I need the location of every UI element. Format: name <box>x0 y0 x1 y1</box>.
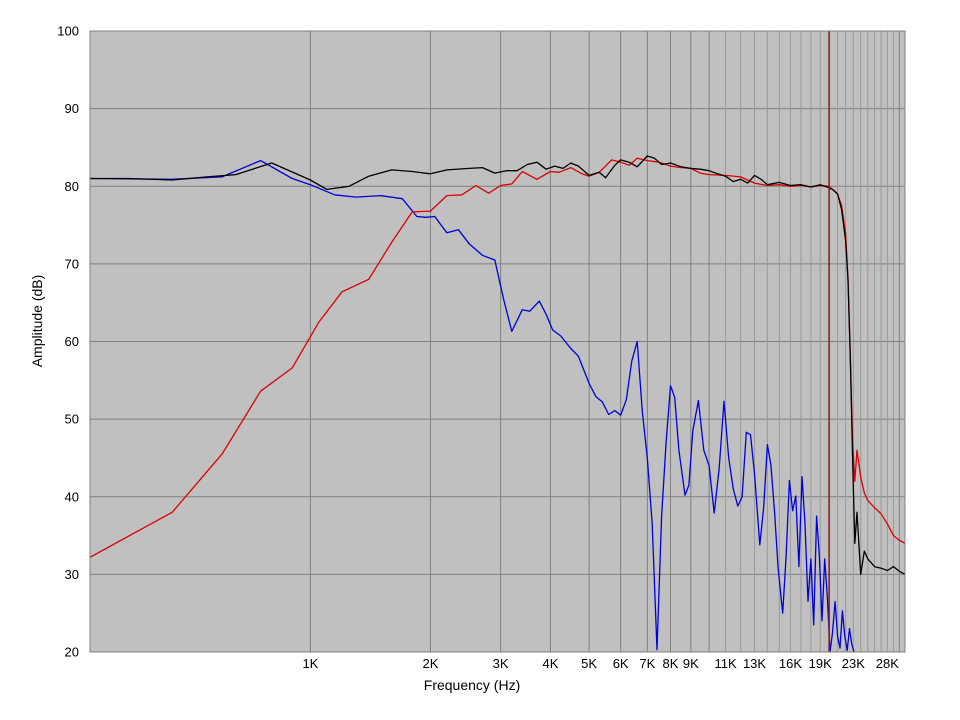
series-layer <box>90 31 905 652</box>
plot-border <box>89 30 906 653</box>
x-tick-label: 8K <box>663 656 679 671</box>
x-tick-label: 2K <box>422 656 438 671</box>
x-tick-label: 7K <box>639 656 655 671</box>
y-tick-label: 80 <box>65 179 79 194</box>
y-tick-label: 60 <box>65 334 79 349</box>
y-tick-label: 70 <box>65 256 79 271</box>
y-tick-label: 100 <box>57 24 79 39</box>
x-tick-labels: 1K 2K 3K 4K 5K 6K 7K 8K 9K 11K 13K 16K 19K 23K 28K <box>302 656 899 671</box>
x-tick-label: 1K <box>302 656 318 671</box>
y-tick-label: 40 <box>65 489 79 504</box>
x-tick-label: 5K <box>581 656 597 671</box>
series-line-2 <box>90 157 905 558</box>
y-tick-labels: 20 30 40 50 60 70 80 90 100 <box>57 24 79 660</box>
x-axis-label: Frequency (Hz) <box>424 677 520 693</box>
x-tick-label: 3K <box>493 656 509 671</box>
y-tick-label: 20 <box>65 645 79 660</box>
x-tick-label: 23K <box>842 656 865 671</box>
x-tick-label: 4K <box>542 656 558 671</box>
y-tick-label: 30 <box>65 567 79 582</box>
x-tick-label: 13K <box>743 656 766 671</box>
series-line-1 <box>90 155 905 576</box>
x-tick-label: 9K <box>683 656 699 671</box>
y-tick-label: 50 <box>65 412 79 427</box>
y-axis-label: Amplitude (dB) <box>29 275 45 368</box>
y-tick-label: 90 <box>65 101 79 116</box>
x-tick-label: 19K <box>809 656 832 671</box>
x-tick-label: 28K <box>876 656 899 671</box>
x-tick-label: 11K <box>715 656 737 671</box>
x-tick-label: 16K <box>779 656 802 671</box>
series-line-3 <box>90 159 855 652</box>
x-tick-label: 6K <box>613 656 629 671</box>
